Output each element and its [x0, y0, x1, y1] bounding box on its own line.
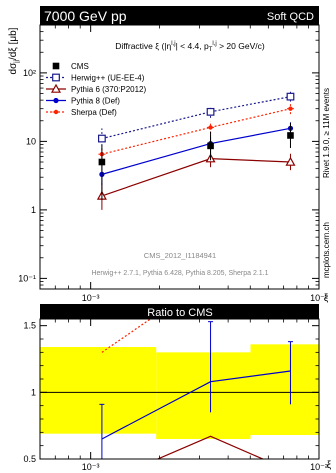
main-ytick-label: 10² — [23, 68, 36, 78]
ratio-series-herwig-ue-ee-4-line — [102, 34, 291, 233]
ratio-xtick-label: 10⁻³ — [82, 462, 100, 472]
ratio-series-pythia-6-370-p2012 — [156, 435, 265, 459]
ratio-ytick-label: 1 — [31, 387, 36, 397]
analysis-id: CMS_2012_I1184941 — [144, 251, 216, 260]
generator-versions: Herwig++ 2.7.1, Pythia 6.428, Pythia 8.2… — [91, 270, 268, 277]
main-ytick-label: 1 — [31, 205, 36, 215]
series-pythia-8-def — [99, 122, 294, 186]
series-cms-marker — [98, 158, 106, 166]
ratio-xlabel: ξ — [327, 460, 332, 471]
main-plot-area — [39, 24, 320, 290]
main-title: Diffractive ξ (|ηl,j| < 4.4, pTl,j > 20 … — [115, 41, 265, 53]
legend-pythia-8-def-marker — [53, 97, 59, 104]
main-ylabel: dσjj/dξ [μb] — [8, 27, 20, 74]
main-title-c: > 20 GeV/c) — [217, 41, 265, 51]
series-pythia-8-def-line — [101, 127, 291, 175]
rivet-label: Rivet 1.9.0, ≥ 11M events — [322, 88, 331, 178]
legend-cms: CMS — [52, 62, 89, 71]
main-header-bar — [40, 6, 319, 25]
legend-sherpa-def: Sherpa (Def) — [46, 108, 117, 117]
legend-pythia-6-370-p2012-marker — [50, 83, 62, 93]
ratio-ytick-label: 1.5 — [23, 321, 36, 331]
ratio-header-bar — [40, 304, 319, 319]
main-title-sup1: l,j — [171, 41, 175, 47]
main-ytick-label: 10 — [26, 136, 36, 146]
main-xlabel: ξ — [324, 293, 329, 304]
main-title-sup2: l,j — [212, 41, 216, 47]
series-herwig-ue-ee-4-marker — [286, 92, 295, 101]
legend-herwig-ue-ee-4-marker — [52, 73, 60, 82]
legend-pythia-8-def-label: Pythia 8 (Def) — [71, 97, 120, 106]
series-pythia-6-370-p2012-marker — [285, 156, 296, 166]
ratio-xtick-label: 10⁻² — [310, 462, 328, 472]
main-title-b: | < 4.4, p — [176, 41, 209, 51]
series-sherpa-def-line — [101, 108, 291, 155]
legend-herwig-ue-ee-4: Herwig++ (UE-EE-4) — [46, 74, 145, 83]
process-label: Soft QCD — [267, 11, 314, 23]
legend-cms-label: CMS — [71, 62, 89, 71]
legend-pythia-6-370-p2012-label: Pythia 6 (370:P2012) — [71, 85, 146, 94]
legend-cms-marker — [52, 62, 60, 70]
ratio-series-pythia-6-370-p2012-line — [156, 435, 265, 459]
series-cms — [98, 122, 294, 200]
mcplots-label: mcplots.cern.ch — [322, 222, 331, 278]
series-cms-marker — [207, 142, 214, 150]
ratio-uncertainty-band — [40, 347, 157, 434]
series-herwig-ue-ee-4 — [97, 91, 295, 150]
ratio-plot-area — [39, 318, 320, 460]
ratio-uncertainty-band — [250, 344, 319, 435]
main-ylabel-sub: jj — [14, 60, 20, 64]
legend: CMS Herwig++ (UE-EE-4) Pythia 6 (370:P2012… — [46, 62, 146, 117]
ratio-header-label: Ratio to CMS — [147, 307, 212, 319]
legend-pythia-6-370-p2012: Pythia 6 (370:P2012) — [46, 83, 146, 94]
ratio-series-herwig-ue-ee-4 — [102, 34, 291, 233]
main-ylabel-rest: /dξ [μb] — [8, 27, 19, 60]
legend-herwig-ue-ee-4-label: Herwig++ (UE-EE-4) — [71, 74, 145, 83]
main-title-a: Diffractive ξ (|η — [115, 41, 171, 51]
series-herwig-ue-ee-4-marker — [97, 134, 106, 143]
series-herwig-ue-ee-4-marker — [206, 107, 215, 116]
series-pythia-6-370-p2012-line — [101, 158, 291, 197]
legend-sherpa-def-label: Sherpa (Def) — [71, 108, 117, 117]
ratio-ytick-label: 0.5 — [23, 454, 36, 464]
series-pythia-6-370-p2012 — [96, 150, 296, 210]
main-ytick-label: 10⁻¹ — [18, 273, 36, 283]
ratio-series-pythia-8-def — [99, 321, 293, 459]
main-xtick-label: 10⁻³ — [82, 293, 100, 303]
ratio-uncertainty-band — [156, 352, 251, 439]
legend-pythia-8-def: Pythia 8 (Def) — [46, 97, 120, 106]
main-title-sub: T — [209, 47, 213, 53]
series-cms-marker — [287, 132, 294, 139]
series-herwig-ue-ee-4-line — [101, 96, 291, 140]
main-xtick-label: 10⁻² — [310, 293, 328, 303]
energy-label: 7000 GeV pp — [44, 8, 127, 24]
